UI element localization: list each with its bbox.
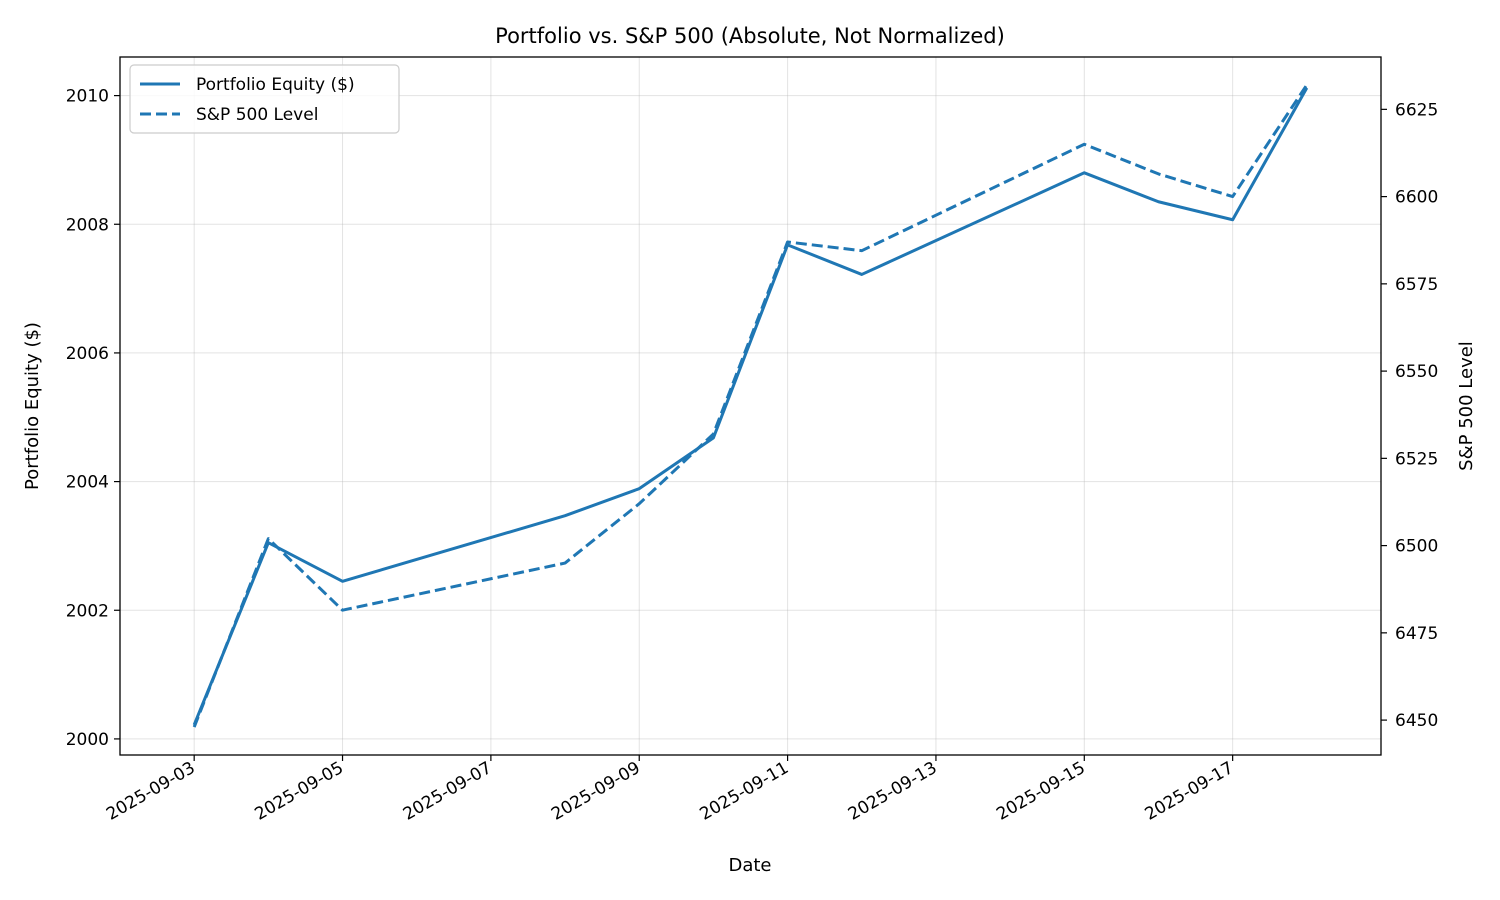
series-line-portfolio [192,87,1309,726]
y-right-tick-label: 6450 [1395,711,1438,731]
chart-title: Portfolio vs. S&P 500 (Absolute, Not Nor… [495,24,1005,48]
legend-label-portfolio: Portfolio Equity ($) [196,75,355,95]
y-left-tick-label: 2010 [66,87,109,107]
y-axis-right: 6450 6475 6500 6525 6550 6575 6600 6625 [1381,100,1438,731]
y-axis-right-label: S&P 500 Level [1456,341,1477,471]
legend-label-sp500: S&P 500 Level [196,105,318,125]
legend: Portfolio Equity ($) S&P 500 Level [129,64,400,134]
y-right-tick-label: 6600 [1395,188,1438,208]
y-left-tick-label: 2008 [66,215,109,235]
y-right-tick-label: 6500 [1395,537,1438,557]
series-line-sp500 [192,84,1309,728]
y-left-tick-label: 2006 [66,344,109,364]
y-right-tick-label: 6575 [1395,275,1438,295]
y-left-tick-label: 2000 [66,730,109,750]
y-axis-left-label: Portfolio Equity ($) [22,322,43,490]
legend-box [129,64,400,134]
y-left-tick-label: 2002 [66,601,109,621]
y-right-tick-label: 6625 [1395,100,1438,120]
series-lines [192,84,1309,728]
y-left-tick-label: 2004 [66,473,109,493]
plot-frame [119,56,1382,756]
grid [120,57,1381,755]
y-right-tick-label: 6550 [1395,362,1438,382]
y-right-tick-label: 6525 [1395,449,1438,469]
y-axis-left: 2000 2002 2004 2006 2008 2010 [66,87,120,750]
y-right-tick-label: 6475 [1395,624,1438,644]
x-axis-label: Date [728,855,771,876]
